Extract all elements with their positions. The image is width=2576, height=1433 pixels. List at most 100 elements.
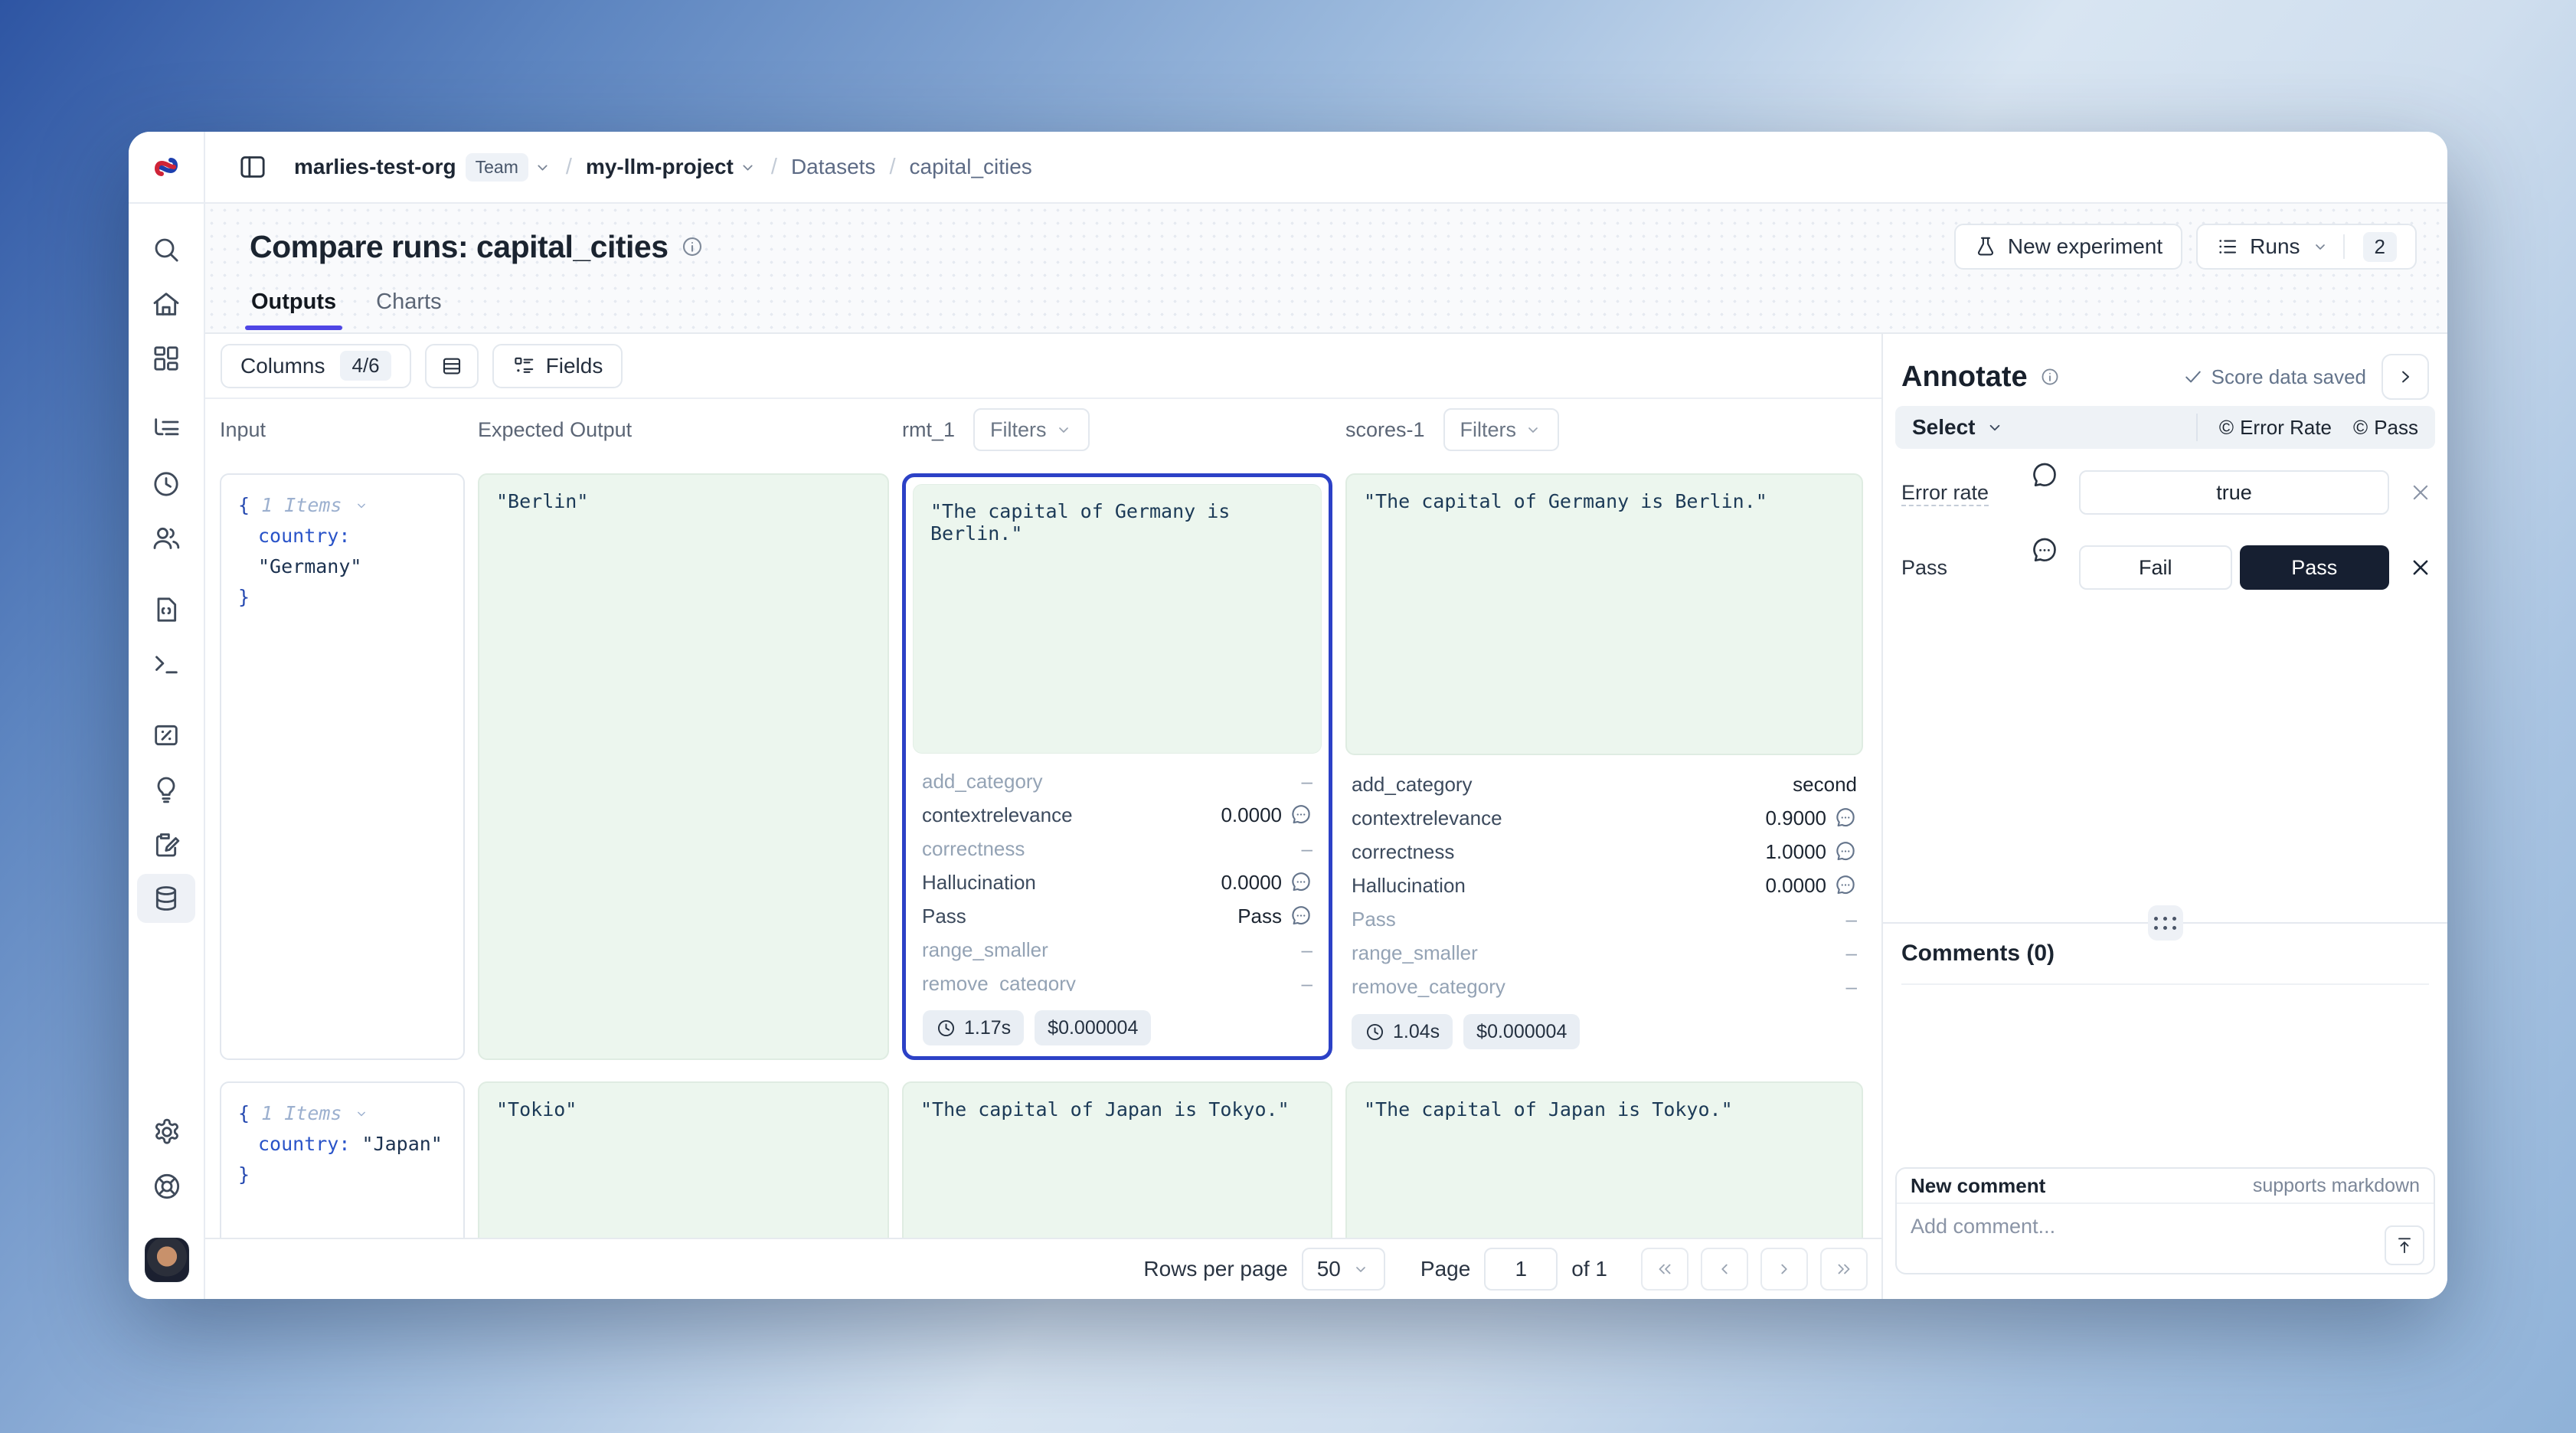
breadcrumb-datasets[interactable]: Datasets — [790, 155, 876, 178]
metric-value: 0.0000 — [1765, 873, 1826, 897]
sidebar-item-search[interactable] — [137, 225, 195, 274]
clock-icon — [1366, 1023, 1384, 1040]
run1-cell-selected[interactable]: "The capital of Germany is Berlin." add_… — [902, 473, 1332, 1060]
metric-value: 0.9000 — [1765, 806, 1826, 829]
fields-label: Fields — [545, 353, 603, 378]
metric-name: contextrelevance — [1352, 806, 1502, 829]
chevron-down-icon[interactable] — [533, 158, 552, 177]
latency-badge: 1.04s — [1352, 1014, 1453, 1049]
run2-cell[interactable]: "The capital of Japan is Tokyo." — [1345, 1081, 1863, 1238]
first-page-button[interactable] — [1641, 1248, 1688, 1291]
page-number-input[interactable] — [1484, 1248, 1558, 1291]
score-icon: © — [2218, 415, 2234, 439]
sidebar-item-home[interactable] — [137, 280, 195, 329]
comment-icon[interactable] — [1834, 874, 1857, 897]
sidebar-item-annotation[interactable] — [137, 820, 195, 869]
expected-output-text: "Tokio" — [496, 1098, 577, 1121]
fail-button[interactable]: Fail — [2079, 545, 2232, 590]
metric-name: remove_category — [922, 971, 1076, 992]
breadcrumb-dataset-name[interactable]: capital_cities — [909, 155, 1032, 178]
sidebar-item-dashboard[interactable] — [137, 334, 195, 383]
next-page-button[interactable] — [1760, 1248, 1808, 1291]
sidebar-item-datasets[interactable] — [137, 874, 195, 923]
score-select-dropdown[interactable]: Select — [1912, 415, 2005, 440]
info-icon[interactable] — [681, 235, 704, 258]
comment-icon[interactable] — [1290, 905, 1313, 928]
metric-name: Hallucination — [1352, 873, 1466, 897]
run2-filters-button[interactable]: Filters — [1443, 408, 1560, 451]
sidebar-item-tracing[interactable] — [137, 405, 195, 454]
col-header-expected[interactable]: Expected Output — [478, 417, 633, 441]
sidebar-item-insights[interactable] — [137, 765, 195, 814]
prev-page-button[interactable] — [1701, 1248, 1748, 1291]
submit-comment-button[interactable] — [2385, 1225, 2424, 1265]
breadcrumb-project[interactable]: my-llm-project — [585, 155, 734, 178]
clear-error-rate-button[interactable] — [2389, 481, 2432, 504]
col-header-run1[interactable]: rmt_1 — [902, 417, 956, 441]
comment-icon[interactable] — [1290, 871, 1313, 894]
metric-value: 1.0000 — [1765, 839, 1826, 863]
sidebar-item-sessions[interactable] — [137, 460, 195, 509]
columns-button[interactable]: Columns 4/6 — [221, 343, 411, 388]
cost-badge: $0.000004 — [1463, 1014, 1581, 1049]
run1-filters-button[interactable]: Filters — [973, 408, 1090, 451]
pass-chip[interactable]: © Pass — [2353, 416, 2418, 440]
clear-pass-button[interactable] — [2389, 556, 2432, 579]
output-text: "The capital of Germany is Berlin." — [1364, 490, 1767, 512]
runs-button[interactable]: Runs 2 — [2196, 224, 2417, 270]
file-json-icon — [157, 597, 177, 622]
breadcrumb-org[interactable]: marlies-test-org — [294, 155, 456, 178]
divider — [2342, 234, 2345, 259]
comment-input[interactable]: Add comment... — [1897, 1204, 2434, 1273]
json-items-label[interactable]: 1 Items — [261, 494, 342, 516]
cost-value: $0.000004 — [1476, 1020, 1568, 1042]
chevron-right-icon — [1781, 1264, 1787, 1274]
new-comment-card: New comment supports markdown Add commen… — [1895, 1167, 2435, 1274]
run1-cell[interactable]: "The capital of Japan is Tokyo." — [902, 1081, 1332, 1238]
comment-icon[interactable] — [1290, 803, 1313, 826]
rows-per-page-select[interactable]: 50 — [1301, 1248, 1385, 1291]
app-logo[interactable] — [129, 132, 204, 204]
row-height-button[interactable] — [424, 343, 479, 388]
col-header-run2[interactable]: scores-1 — [1345, 417, 1425, 441]
terminal-icon — [155, 656, 178, 674]
tab-charts[interactable]: Charts — [376, 290, 442, 314]
latency-value: 1.04s — [1393, 1020, 1440, 1042]
error-rate-input[interactable] — [2079, 470, 2389, 515]
info-icon[interactable] — [2040, 367, 2060, 387]
resize-drag-handle[interactable] — [2147, 905, 2183, 941]
pass-button[interactable]: Pass — [2239, 545, 2389, 590]
sidebar-item-settings[interactable] — [138, 1107, 196, 1157]
error-rate-chip[interactable]: © Error Rate — [2219, 416, 2332, 440]
expected-output-cell[interactable]: "Tokio" — [478, 1081, 889, 1238]
tab-outputs[interactable]: Outputs — [244, 290, 343, 330]
comment-bubble-icon[interactable] — [2030, 536, 2079, 565]
json-brace: } — [238, 586, 250, 608]
latency-badge: 1.17s — [923, 1010, 1025, 1045]
comment-bubble-icon[interactable] — [2030, 461, 2079, 490]
json-items-label[interactable]: 1 Items — [261, 1102, 342, 1124]
sidebar-item-playground[interactable] — [137, 640, 195, 689]
sidebar-item-evaluators[interactable] — [137, 711, 195, 760]
last-page-button[interactable] — [1820, 1248, 1868, 1291]
panel-toggle-icon[interactable] — [237, 152, 268, 182]
fields-button[interactable]: Fields — [492, 343, 623, 388]
rows-per-page-label: Rows per page — [1143, 1257, 1288, 1281]
run2-cell[interactable]: "The capital of Germany is Berlin." add_… — [1345, 473, 1863, 1060]
new-experiment-button[interactable]: New experiment — [1953, 224, 2183, 270]
input-cell[interactable]: { 1 Items country: "Germany" } — [220, 473, 465, 1060]
chevron-down-icon[interactable] — [738, 158, 757, 177]
sidebar-item-support[interactable] — [138, 1162, 196, 1211]
sidebar-item-users[interactable] — [137, 514, 195, 563]
user-avatar[interactable] — [145, 1238, 189, 1282]
comment-icon[interactable] — [1834, 840, 1857, 863]
flask-icon — [1977, 237, 1993, 256]
col-header-input[interactable]: Input — [220, 417, 266, 441]
input-cell[interactable]: { 1 Items country: "Japan" } — [220, 1081, 465, 1238]
expected-output-cell[interactable]: "Berlin" — [478, 473, 889, 1060]
error-rate-chip-label: Error Rate — [2240, 415, 2332, 439]
sidebar-item-prompts[interactable] — [137, 585, 195, 634]
collapse-panel-button[interactable] — [2381, 354, 2429, 400]
lightbulb-icon — [157, 777, 175, 803]
comment-icon[interactable] — [1834, 806, 1857, 829]
